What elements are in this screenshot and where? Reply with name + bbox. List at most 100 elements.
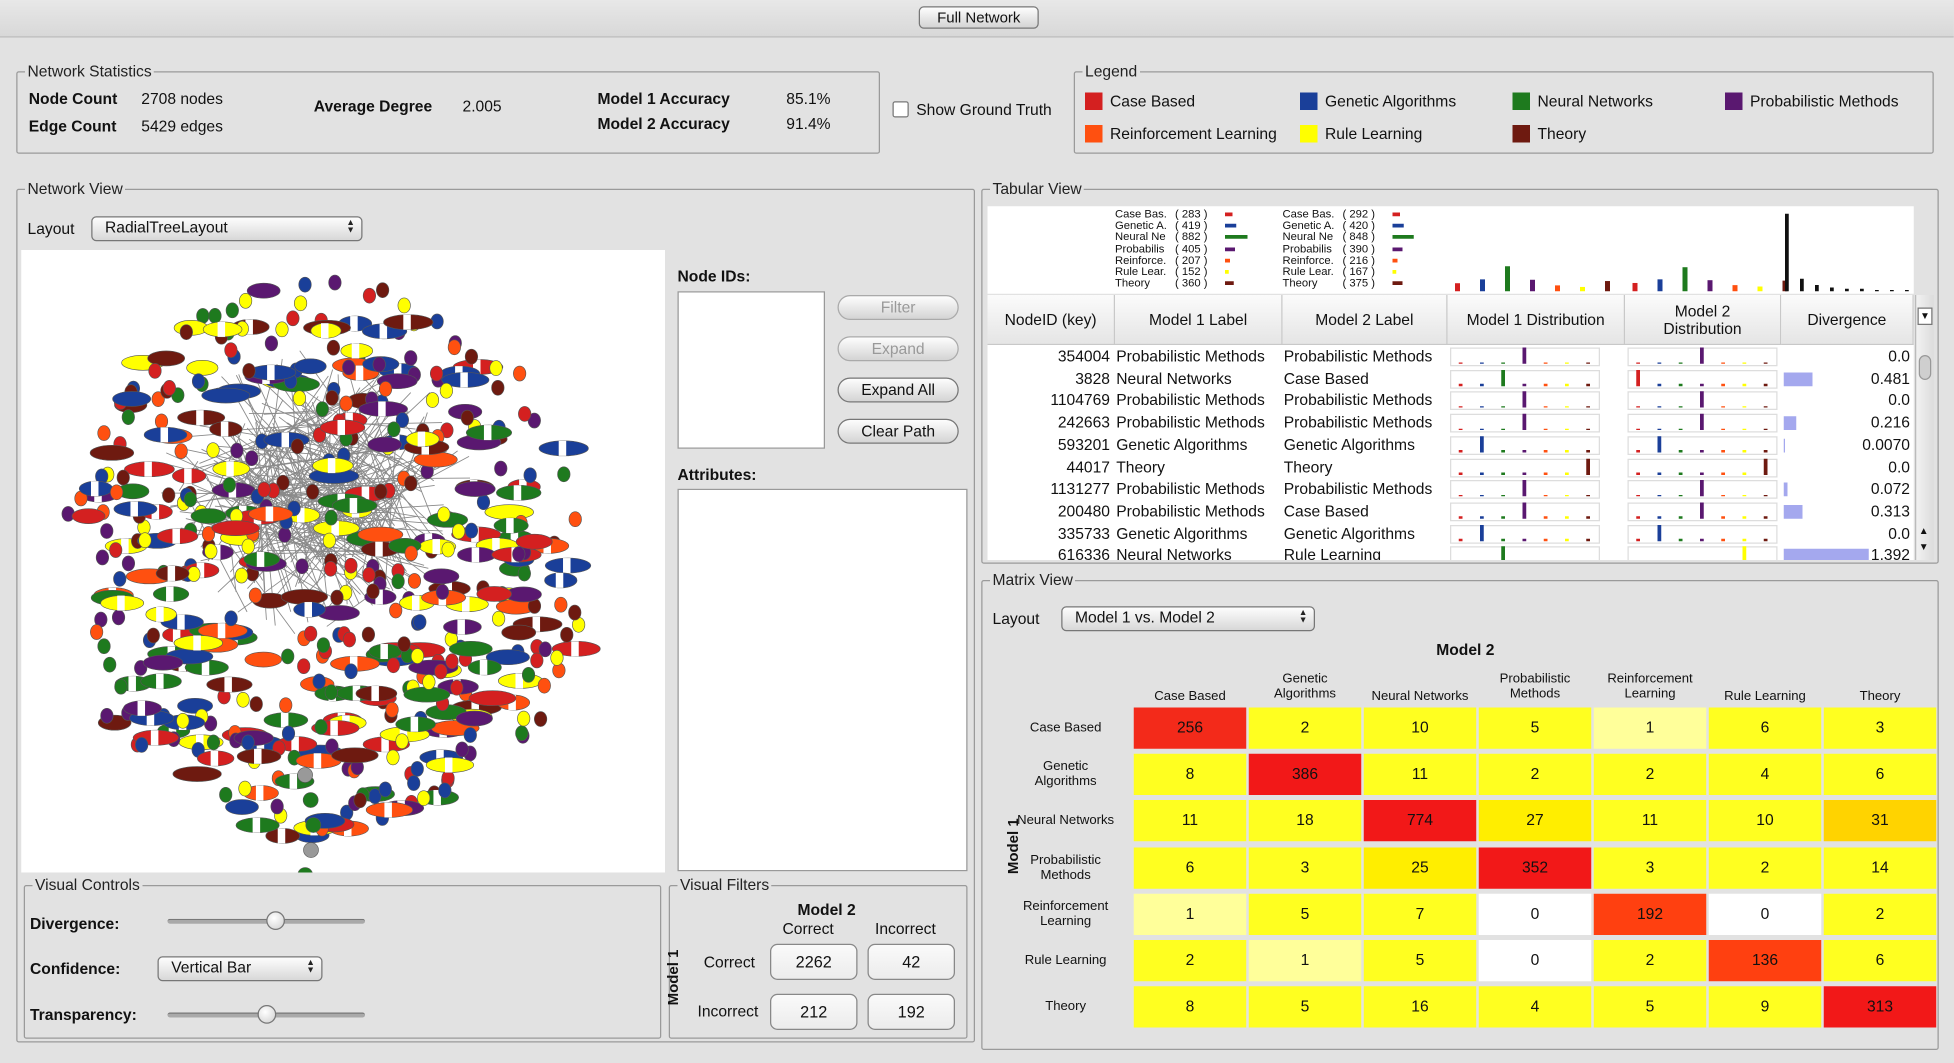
graph-node[interactable] xyxy=(202,388,250,403)
matrix-cell[interactable]: 3 xyxy=(1249,847,1362,888)
graph-node[interactable] xyxy=(207,735,220,750)
col-model1-label-header[interactable]: Model 1 Label xyxy=(1115,295,1283,345)
graph-node[interactable] xyxy=(163,380,176,395)
graph-node[interactable] xyxy=(291,439,304,454)
graph-node[interactable] xyxy=(513,366,526,381)
graph-node[interactable] xyxy=(191,509,226,524)
graph-node[interactable] xyxy=(239,781,252,796)
matrix-cell[interactable]: 774 xyxy=(1364,800,1477,841)
graph-node[interactable] xyxy=(469,691,516,706)
matrix-cell[interactable]: 11 xyxy=(1594,800,1707,841)
graph-node[interactable] xyxy=(147,628,160,643)
graph-node[interactable] xyxy=(96,550,109,565)
graph-node[interactable] xyxy=(362,627,375,642)
matrix-cell[interactable]: 8 xyxy=(1134,754,1247,795)
graph-node[interactable] xyxy=(456,711,492,726)
graph-node[interactable] xyxy=(485,505,534,520)
graph-node[interactable] xyxy=(225,343,238,358)
graph-node[interactable] xyxy=(313,674,326,689)
graph-node[interactable] xyxy=(388,422,401,437)
graph-node[interactable] xyxy=(354,793,367,808)
graph-node[interactable] xyxy=(299,277,312,292)
matrix-cell[interactable]: 5 xyxy=(1249,986,1362,1027)
graph-node[interactable] xyxy=(465,523,478,538)
graph-node[interactable] xyxy=(449,641,492,656)
graph-node[interactable] xyxy=(219,787,232,802)
graph-node[interactable] xyxy=(324,561,337,576)
graph-node[interactable] xyxy=(303,793,318,808)
graph-node[interactable] xyxy=(122,410,135,425)
graph-node[interactable] xyxy=(551,650,564,665)
matrix-cell[interactable]: 14 xyxy=(1824,847,1937,888)
graph-node[interactable] xyxy=(538,678,551,693)
graph-node[interactable] xyxy=(440,383,453,398)
graph-node[interactable] xyxy=(103,657,116,672)
graph-node[interactable] xyxy=(516,726,529,741)
graph-node[interactable] xyxy=(368,437,402,452)
graph-node[interactable] xyxy=(306,484,319,499)
graph-node[interactable] xyxy=(329,275,342,290)
graph-node[interactable] xyxy=(317,638,330,653)
graph-node[interactable] xyxy=(101,524,114,539)
divergence-slider-knob[interactable] xyxy=(266,911,285,930)
graph-node[interactable] xyxy=(249,588,261,603)
transparency-slider-knob[interactable] xyxy=(257,1005,276,1024)
graph-node[interactable] xyxy=(303,843,318,858)
graph-node[interactable] xyxy=(247,283,280,298)
scrollbar-thumb[interactable] xyxy=(1919,355,1932,380)
graph-node[interactable] xyxy=(513,547,526,562)
graph-node[interactable] xyxy=(246,451,259,466)
graph-node[interactable] xyxy=(438,507,451,522)
graph-node[interactable] xyxy=(282,726,295,741)
graph-node[interactable] xyxy=(518,566,531,581)
network-graph-canvas[interactable] xyxy=(21,250,665,873)
graph-node[interactable] xyxy=(225,611,238,626)
matrix-cell[interactable]: 256 xyxy=(1134,708,1247,749)
graph-node[interactable] xyxy=(276,322,289,337)
graph-node[interactable] xyxy=(295,359,327,374)
graph-node[interactable] xyxy=(188,567,201,582)
graph-node[interactable] xyxy=(423,674,436,689)
divergence-slider[interactable] xyxy=(168,919,366,924)
graph-node[interactable] xyxy=(135,737,148,752)
graph-node[interactable] xyxy=(242,539,255,554)
graph-node[interactable] xyxy=(561,627,574,642)
matrix-cell[interactable]: 5 xyxy=(1479,708,1592,749)
graph-node[interactable] xyxy=(389,603,402,618)
graph-node[interactable] xyxy=(180,325,193,340)
matrix-cell[interactable]: 9 xyxy=(1709,986,1822,1027)
matrix-cell[interactable]: 2 xyxy=(1594,940,1707,981)
clear-path-button[interactable]: Clear Path xyxy=(838,419,959,444)
scroll-up-icon[interactable]: ▲ xyxy=(1919,525,1929,536)
graph-node[interactable] xyxy=(316,402,329,417)
graph-node[interactable] xyxy=(98,639,111,654)
graph-node[interactable] xyxy=(558,467,571,482)
matrix-cell[interactable]: 5 xyxy=(1594,986,1707,1027)
graph-node[interactable] xyxy=(492,380,505,395)
graph-node[interactable] xyxy=(325,510,338,525)
graph-node[interactable] xyxy=(223,477,236,492)
matrix-cell[interactable]: 5 xyxy=(1249,893,1362,934)
graph-node[interactable] xyxy=(192,374,205,389)
graph-node[interactable] xyxy=(294,296,307,311)
graph-node[interactable] xyxy=(516,534,552,549)
graph-node[interactable] xyxy=(502,625,536,640)
graph-node[interactable] xyxy=(424,569,459,584)
graph-node[interactable] xyxy=(325,685,338,700)
matrix-layout-select[interactable]: Model 1 vs. Model 2 ▲▼ xyxy=(1061,606,1315,631)
confidence-select[interactable]: Vertical Bar ▲▼ xyxy=(158,956,323,981)
graph-node[interactable] xyxy=(271,799,284,814)
matrix-cell[interactable]: 25 xyxy=(1364,847,1477,888)
matrix-cell[interactable]: 0 xyxy=(1709,893,1822,934)
graph-node[interactable] xyxy=(296,559,309,574)
graph-node[interactable] xyxy=(392,574,405,589)
graph-node[interactable] xyxy=(387,750,400,765)
graph-node[interactable] xyxy=(387,658,400,673)
expand-all-button[interactable]: Expand All xyxy=(838,378,959,403)
matrix-cell[interactable]: 6 xyxy=(1824,754,1937,795)
